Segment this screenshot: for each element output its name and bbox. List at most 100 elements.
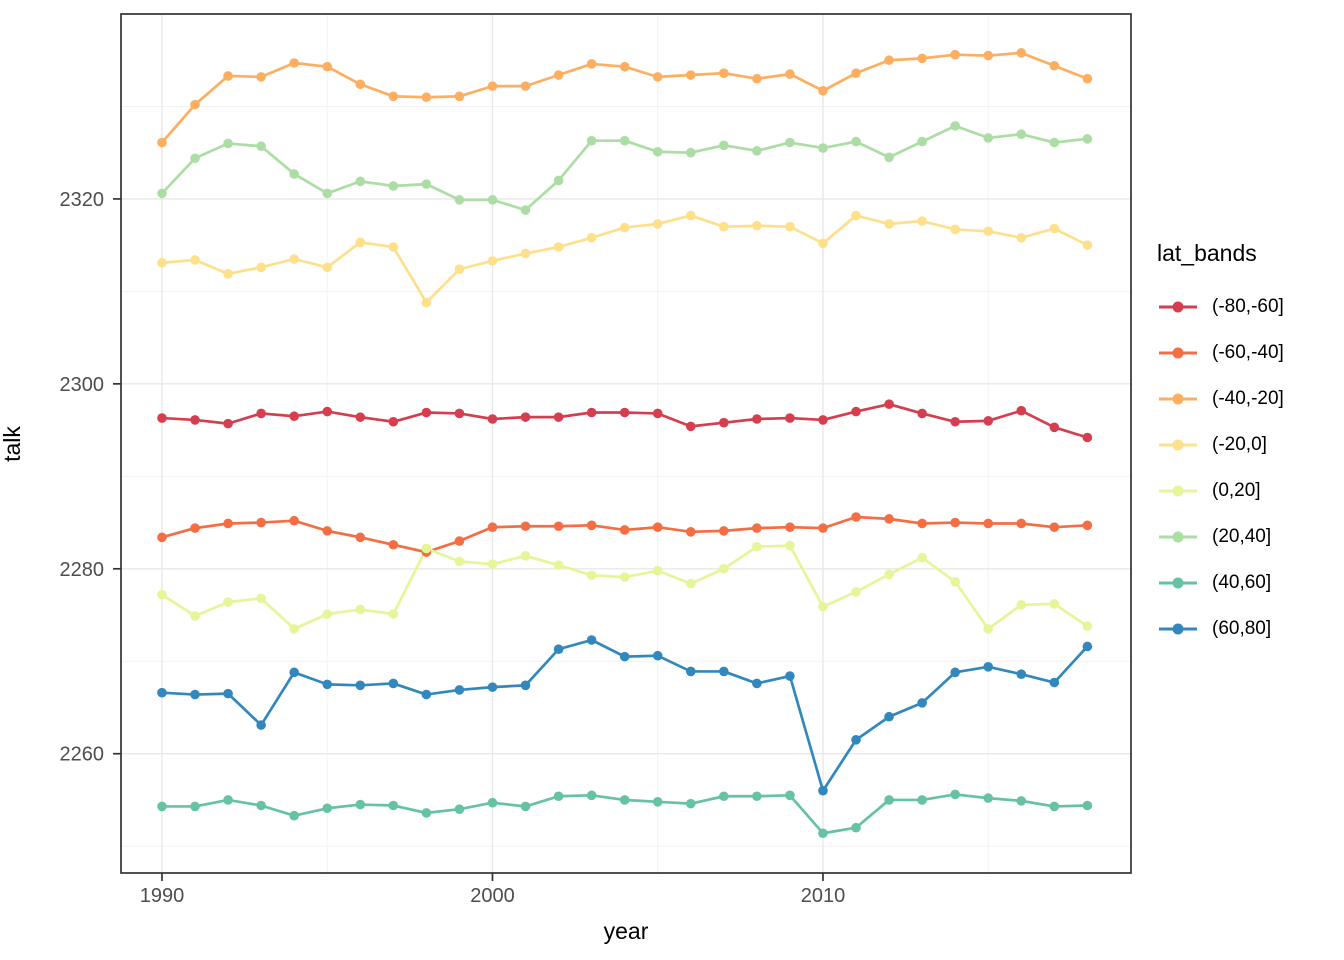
legend-entry-label: (-20,0] (1212, 434, 1267, 455)
data-point-(-40,-20] (487, 81, 498, 91)
x-tick-label: 2000 (470, 885, 515, 907)
data-point-(60,80] (851, 735, 861, 745)
data-point-(-20,0] (917, 216, 927, 226)
data-point-(20,40] (884, 152, 894, 163)
data-point-(40,60] (520, 801, 531, 812)
data-point-(0,20] (719, 563, 729, 574)
data-point-(-60,-40] (289, 515, 299, 526)
data-point-(-60,-40] (520, 521, 531, 532)
data-point-(0,20] (619, 572, 630, 582)
data-point-(-60,-40] (851, 512, 861, 522)
data-point-(-40,-20] (917, 53, 927, 64)
legend-title: lat_bands (1157, 240, 1257, 266)
data-point-(60,80] (421, 689, 432, 700)
data-point-(-40,-20] (421, 92, 432, 103)
data-point-(40,60] (388, 800, 399, 811)
data-point-(0,20] (785, 540, 795, 551)
data-point-(-80,-60] (454, 408, 465, 419)
data-point-(-40,-20] (289, 58, 299, 68)
data-point-(0,20] (322, 609, 333, 619)
data-point-(-60,-40] (322, 526, 333, 536)
data-point-(-80,-60] (520, 412, 531, 422)
data-point-(-80,-60] (950, 416, 960, 427)
data-point-(60,80] (1082, 641, 1093, 652)
data-point-(0,20] (1082, 621, 1093, 631)
data-point-(0,20] (917, 552, 927, 563)
data-point-(20,40] (851, 136, 861, 147)
data-point-(0,20] (851, 587, 861, 597)
data-point-(-40,-20] (685, 70, 696, 80)
data-point-(-80,-60] (652, 408, 663, 419)
data-point-(-80,-60] (553, 412, 564, 422)
legend-key-icon (1159, 577, 1197, 589)
data-point-(0,20] (289, 624, 299, 634)
data-point-(60,80] (487, 682, 498, 692)
data-point-(-40,-20] (190, 99, 200, 110)
data-point-(0,20] (157, 589, 167, 600)
data-point-(-20,0] (719, 221, 729, 232)
x-tick-label: 2010 (801, 885, 846, 907)
data-point-(40,60] (223, 795, 233, 805)
data-point-(-60,-40] (884, 514, 894, 524)
data-point-(-20,0] (190, 255, 200, 265)
data-point-(-20,0] (884, 219, 894, 229)
data-point-(-20,0] (157, 257, 167, 268)
data-point-(40,60] (355, 799, 366, 810)
data-point-(-40,-20] (851, 68, 861, 78)
data-point-(-40,-20] (586, 59, 597, 69)
data-point-(20,40] (586, 135, 597, 146)
data-point-(-40,-20] (454, 91, 465, 102)
data-point-(60,80] (190, 689, 200, 700)
data-point-(-60,-40] (1082, 520, 1093, 531)
data-point-(40,60] (190, 801, 200, 812)
legend-entry-label: (-80,-60] (1212, 296, 1284, 317)
data-point-(20,40] (487, 195, 498, 205)
data-point-(-40,-20] (1016, 48, 1027, 58)
data-point-(20,40] (421, 179, 432, 189)
data-point-(20,40] (553, 175, 564, 186)
data-point-(20,40] (685, 147, 696, 158)
data-point-(-60,-40] (454, 536, 465, 546)
data-point-(60,80] (719, 666, 729, 677)
panel-background (121, 14, 1131, 873)
data-point-(40,60] (983, 793, 994, 803)
data-point-(0,20] (190, 611, 200, 621)
data-point-(60,80] (619, 651, 630, 662)
data-point-(-20,0] (421, 297, 432, 308)
data-point-(-20,0] (752, 220, 762, 231)
data-point-(-60,-40] (818, 523, 828, 533)
data-point-(0,20] (685, 578, 696, 589)
data-point-(20,40] (520, 205, 531, 215)
data-point-(60,80] (355, 680, 366, 691)
data-point-(40,60] (421, 808, 432, 818)
data-point-(40,60] (917, 795, 927, 805)
data-point-(20,40] (818, 143, 828, 153)
data-point-(40,60] (884, 795, 894, 805)
data-point-(-20,0] (520, 248, 531, 259)
data-point-(40,60] (157, 801, 167, 812)
data-point-(60,80] (785, 671, 795, 681)
data-point-(-80,-60] (619, 407, 630, 418)
data-point-(-80,-60] (388, 416, 399, 427)
data-point-(60,80] (454, 685, 465, 695)
data-point-(-80,-60] (1049, 422, 1060, 433)
data-point-(-80,-60] (289, 411, 299, 422)
data-point-(60,80] (289, 667, 299, 678)
data-point-(40,60] (851, 822, 861, 833)
data-point-(40,60] (289, 810, 299, 821)
data-point-(-20,0] (1082, 240, 1093, 250)
data-point-(-80,-60] (322, 406, 333, 417)
data-point-(-60,-40] (950, 517, 960, 528)
data-point-(-60,-40] (619, 525, 630, 535)
data-point-(-40,-20] (223, 71, 233, 81)
data-point-(40,60] (1082, 800, 1093, 811)
data-point-(0,20] (388, 609, 399, 619)
legend-entry-label: (20,40] (1212, 526, 1272, 547)
data-point-(-20,0] (652, 219, 663, 229)
data-point-(-80,-60] (884, 399, 894, 410)
data-point-(-80,-60] (983, 416, 994, 426)
data-point-(-20,0] (454, 264, 465, 275)
data-point-(-40,-20] (1082, 73, 1093, 84)
